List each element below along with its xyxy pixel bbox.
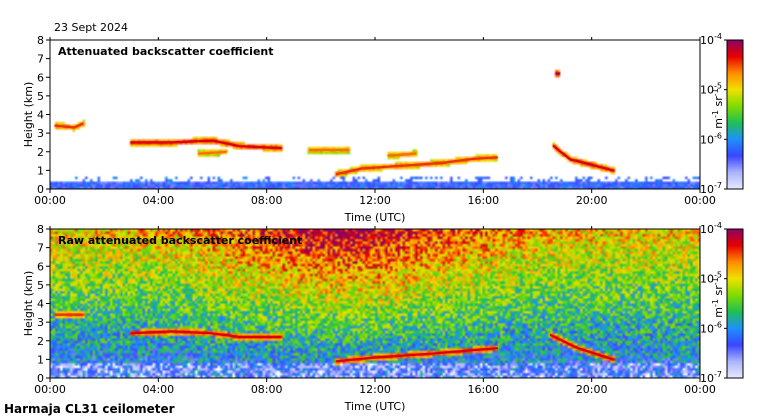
colorbar-tick-label: 10-4 xyxy=(700,32,722,47)
cloud-layer-5 xyxy=(336,156,498,176)
cloud-layer-3 xyxy=(197,150,228,155)
x-tick-label: 04:00 xyxy=(142,194,174,207)
y-tick-label: 1 xyxy=(37,164,44,177)
y-tick-label: 2 xyxy=(37,335,44,348)
cloud-layer-1 xyxy=(54,122,84,129)
station-label: Harmaja CL31 ceilometer xyxy=(4,402,175,416)
y-tick-label: 7 xyxy=(37,53,44,66)
x-tick-label: 12:00 xyxy=(359,194,391,207)
x-tick-label: 20:00 xyxy=(576,194,608,207)
cloud-layer-6 xyxy=(387,152,417,157)
y-tick-label: 6 xyxy=(37,71,44,84)
panel-1: Attenuated backscatter coefficient 0 1 2 3 4 5… xyxy=(22,32,744,224)
x-tick-label: 12:00 xyxy=(359,383,391,396)
y-tick-label: 6 xyxy=(37,260,44,273)
colorbar-tick-label: 10-7 xyxy=(700,370,722,385)
x-tick-label: 20:00 xyxy=(576,383,608,396)
y-tick-label: 4 xyxy=(37,109,44,122)
cloud-layer-4 xyxy=(549,334,615,361)
y-axis-label: Height (km) xyxy=(22,271,35,337)
date-label: 23 Sept 2024 xyxy=(54,21,129,34)
colorbar-unit-label: m-1 sr-1 xyxy=(711,277,725,317)
y-tick-label: 8 xyxy=(37,223,44,236)
panel-title: Raw attenuated backscatter coefficient xyxy=(58,234,302,247)
colorbar xyxy=(726,39,744,190)
x-tick-label: 16:00 xyxy=(467,194,499,207)
colorbar-unit-label: m-1 sr-1 xyxy=(711,88,725,128)
colorbar-tick-label: 10-7 xyxy=(700,181,722,196)
y-tick-label: 8 xyxy=(37,34,44,47)
colorbar-tick-label: 10-5 xyxy=(700,271,722,286)
y-tick-label: 4 xyxy=(37,298,44,311)
y-tick-label: 7 xyxy=(37,242,44,255)
cloud-layer-3 xyxy=(336,347,498,363)
x-axis-label: Time (UTC) xyxy=(344,400,406,413)
x-tick-label: 00:00 xyxy=(34,194,66,207)
x-tick-label: 00:00 xyxy=(684,194,716,207)
y-tick-label: 5 xyxy=(37,90,44,103)
cloud-layer-7 xyxy=(552,145,615,172)
colorbar-tick-label: 10-5 xyxy=(700,82,722,97)
y-axis-label: Height (km) xyxy=(22,82,35,148)
panel-2: Raw attenuated backscatter coefficient 0 1… xyxy=(22,221,744,413)
x-tick-label: 16:00 xyxy=(467,383,499,396)
x-tick-label: 00:00 xyxy=(34,383,66,396)
y-tick-label: 2 xyxy=(37,146,44,159)
panel-title: Attenuated backscatter coefficient xyxy=(58,45,274,58)
y-tick-label: 3 xyxy=(37,316,44,329)
x-tick-label: 08:00 xyxy=(251,194,283,207)
colorbar-tick-label: 10-6 xyxy=(700,320,722,335)
y-tick-label: 1 xyxy=(37,353,44,366)
y-tick-label: 3 xyxy=(37,127,44,140)
cloud-layer-2 xyxy=(130,139,282,150)
cloud-layer-2 xyxy=(130,330,282,339)
colorbar xyxy=(726,228,744,379)
x-tick-label: 08:00 xyxy=(251,383,283,396)
x-tick-label: 00:00 xyxy=(684,383,716,396)
y-tick-label: 0 xyxy=(37,372,44,385)
y-tick-label: 5 xyxy=(37,279,44,292)
x-tick-label: 04:00 xyxy=(142,383,174,396)
colorbar-tick-label: 10-4 xyxy=(700,221,722,236)
x-axis-label: Time (UTC) xyxy=(344,211,406,224)
colorbar-tick-label: 10-6 xyxy=(700,131,722,146)
y-tick-label: 0 xyxy=(37,183,44,196)
